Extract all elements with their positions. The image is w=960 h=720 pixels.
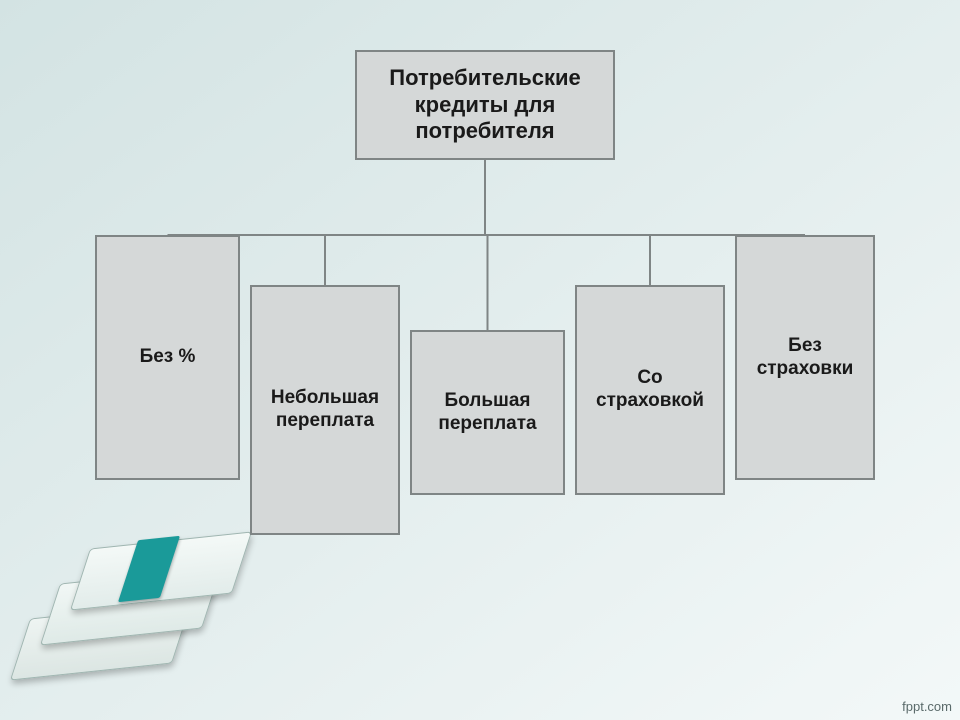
- child-node-c1: Без %: [95, 235, 240, 480]
- child-node-c4: Со страховкой: [575, 285, 725, 495]
- slide-canvas: fppt.com Потребительские кредиты для пот…: [0, 0, 960, 720]
- footer-credit: fppt.com: [902, 699, 952, 714]
- root-label: Потребительские кредиты для потребителя: [363, 65, 607, 144]
- child-node-c3: Большая переплата: [410, 330, 565, 495]
- child-label: Со страховкой: [583, 367, 717, 413]
- child-label: Большая переплата: [418, 390, 557, 436]
- child-node-c2: Небольшая переплата: [250, 285, 400, 535]
- child-label: Небольшая переплата: [258, 387, 392, 433]
- child-label: Без страховки: [743, 335, 867, 381]
- root-node: Потребительские кредиты для потребителя: [355, 50, 615, 160]
- money-stack-illustration: [20, 500, 240, 680]
- child-label: Без %: [140, 346, 196, 369]
- child-node-c5: Без страховки: [735, 235, 875, 480]
